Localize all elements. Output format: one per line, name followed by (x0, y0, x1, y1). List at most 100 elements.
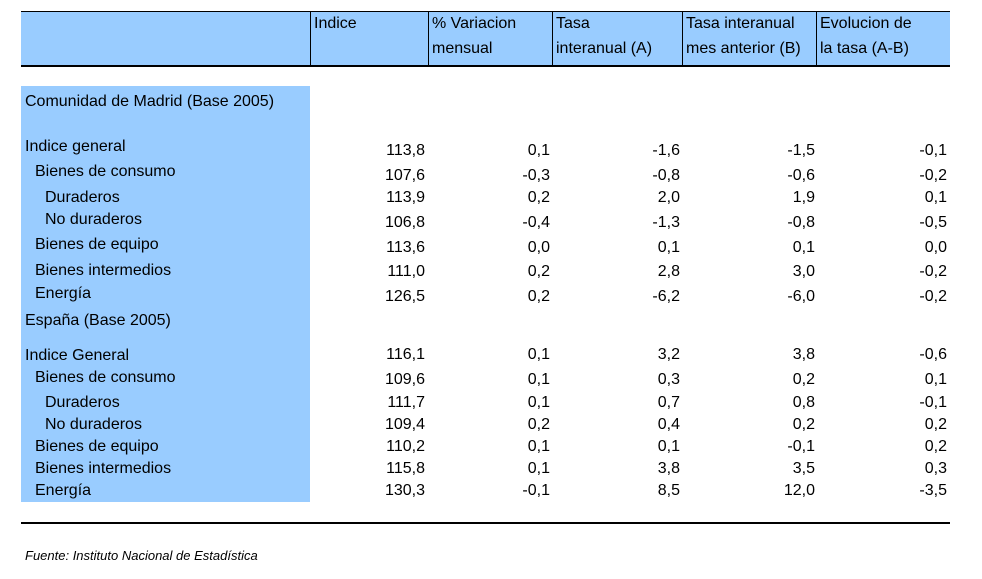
row-label: Bienes de equipo (35, 236, 159, 253)
cell-indice: 113,6 (386, 239, 425, 256)
cell-evolucion: 0,0 (924, 239, 947, 256)
row-label: No duraderos (45, 416, 142, 433)
cell-evolucion: 0,1 (924, 189, 947, 206)
cell-indice: 107,6 (384, 167, 425, 184)
cell-evolucion: -0,1 (919, 142, 947, 159)
cell-tasa-anterior: 12,0 (783, 482, 815, 499)
header-col-tasa: Tasa interanual (A) (552, 11, 682, 65)
header-label: Indice (314, 15, 357, 32)
cell-tasa: 2,8 (657, 263, 680, 280)
cell-variacion: 0,0 (527, 239, 550, 256)
cell-tasa: 0,7 (657, 394, 680, 411)
cell-tasa-anterior: 0,8 (792, 394, 815, 411)
row-label: Indice general (25, 138, 126, 155)
header-label: mensual (432, 40, 493, 57)
cell-tasa: -6,2 (652, 288, 680, 305)
cell-tasa-anterior: -0,8 (787, 214, 815, 231)
cell-tasa: 3,8 (657, 460, 680, 477)
cell-evolucion: -3,5 (919, 482, 947, 499)
cell-tasa: 0,1 (657, 438, 680, 455)
cell-tasa-anterior: 0,1 (792, 239, 815, 256)
cell-tasa-anterior: 0,2 (792, 416, 815, 433)
cell-tasa: 0,3 (657, 371, 680, 388)
cell-tasa: 0,1 (657, 239, 680, 256)
row-label: Bienes intermedios (35, 262, 172, 279)
section-title-madrid: Comunidad de Madrid (Base 2005) (25, 93, 275, 110)
row-label: Duraderos (45, 189, 120, 206)
cell-indice: 109,6 (384, 371, 425, 388)
cell-indice: 130,3 (384, 482, 425, 499)
cell-tasa: 3,2 (657, 346, 680, 363)
cell-tasa: -0,8 (652, 167, 680, 184)
row-label-band (21, 86, 310, 502)
cell-indice: 110,2 (386, 438, 425, 455)
cell-indice: 115,8 (386, 460, 425, 477)
table-bottom-rule (21, 522, 950, 524)
cell-tasa-anterior: 1,9 (792, 189, 815, 206)
cell-tasa-anterior: 3,0 (792, 263, 815, 280)
cell-variacion: -0,4 (522, 214, 550, 231)
row-label: No duraderos (45, 211, 142, 228)
cell-variacion: 0,1 (527, 346, 550, 363)
row-label: Bienes de equipo (35, 438, 159, 455)
cell-variacion: 0,2 (527, 288, 550, 305)
cell-tasa-anterior: -0,6 (787, 167, 815, 184)
header-label: la tasa (A-B) (820, 40, 909, 57)
header-label: interanual (A) (556, 40, 653, 57)
source-note: Fuente: Instituto Nacional de Estadístic… (25, 548, 258, 563)
cell-tasa-anterior: 3,5 (792, 460, 815, 477)
cell-evolucion: -0,5 (919, 214, 947, 231)
header-col-variacion: % Variacion mensual (428, 11, 552, 65)
row-label: Bienes de consumo (35, 163, 176, 180)
cell-evolucion: -0,6 (919, 346, 947, 363)
row-label: Bienes de consumo (35, 369, 176, 386)
cell-tasa-anterior: 3,8 (792, 346, 815, 363)
cell-indice: 116,1 (386, 346, 425, 363)
cell-tasa: 2,0 (657, 189, 680, 206)
row-label: Duraderos (45, 394, 120, 411)
cell-tasa: 8,5 (657, 482, 680, 499)
cell-evolucion: 0,3 (924, 460, 947, 477)
cell-indice: 106,8 (384, 214, 425, 231)
header-label: mes anterior (B) (686, 40, 801, 57)
cell-tasa: -1,6 (652, 142, 680, 159)
cell-indice: 111,7 (387, 394, 425, 411)
cell-evolucion: -0,2 (919, 288, 947, 305)
cell-variacion: 0,2 (527, 263, 550, 280)
cell-variacion: -0,1 (522, 482, 550, 499)
cell-evolucion: -0,2 (919, 167, 947, 184)
cell-indice: 113,9 (386, 189, 425, 206)
cell-variacion: 0,1 (527, 394, 550, 411)
header-col-evolucion: Evolucion de la tasa (A-B) (816, 11, 950, 65)
cell-variacion: 0,2 (527, 189, 550, 206)
cell-tasa-anterior: -6,0 (787, 288, 815, 305)
row-label: Indice General (25, 347, 130, 364)
cell-variacion: 0,1 (527, 460, 550, 477)
row-label: Energía (35, 285, 92, 302)
cell-tasa-anterior: -1,5 (787, 142, 815, 159)
cell-variacion: 0,2 (527, 416, 550, 433)
cell-evolucion: -0,2 (919, 263, 947, 280)
cell-evolucion: 0,2 (924, 416, 947, 433)
cell-variacion: 0,1 (527, 438, 550, 455)
cell-evolucion: 0,2 (924, 438, 947, 455)
header-label: % Variacion (432, 15, 517, 32)
cell-indice: 109,4 (384, 416, 425, 433)
header-label: Tasa (556, 15, 590, 32)
row-label: Bienes intermedios (35, 460, 172, 477)
cell-tasa-anterior: -0,1 (787, 438, 815, 455)
cell-evolucion: -0,1 (919, 394, 947, 411)
header-label: Evolucion de (820, 15, 912, 32)
cell-tasa: 0,4 (657, 416, 680, 433)
section-title-spain: España (Base 2005) (25, 312, 171, 329)
header-col-indice: Indice (310, 11, 428, 65)
cell-tasa-anterior: 0,2 (792, 371, 815, 388)
header-top-rule (21, 11, 950, 12)
header-col-tasa-anterior: Tasa interanual mes anterior (B) (682, 11, 816, 65)
table-header (21, 11, 950, 67)
cell-indice: 111,0 (387, 263, 425, 280)
cell-indice: 113,8 (386, 142, 425, 159)
cell-variacion: 0,1 (527, 371, 550, 388)
row-label: Energía (35, 482, 92, 499)
cell-variacion: -0,3 (522, 167, 550, 184)
